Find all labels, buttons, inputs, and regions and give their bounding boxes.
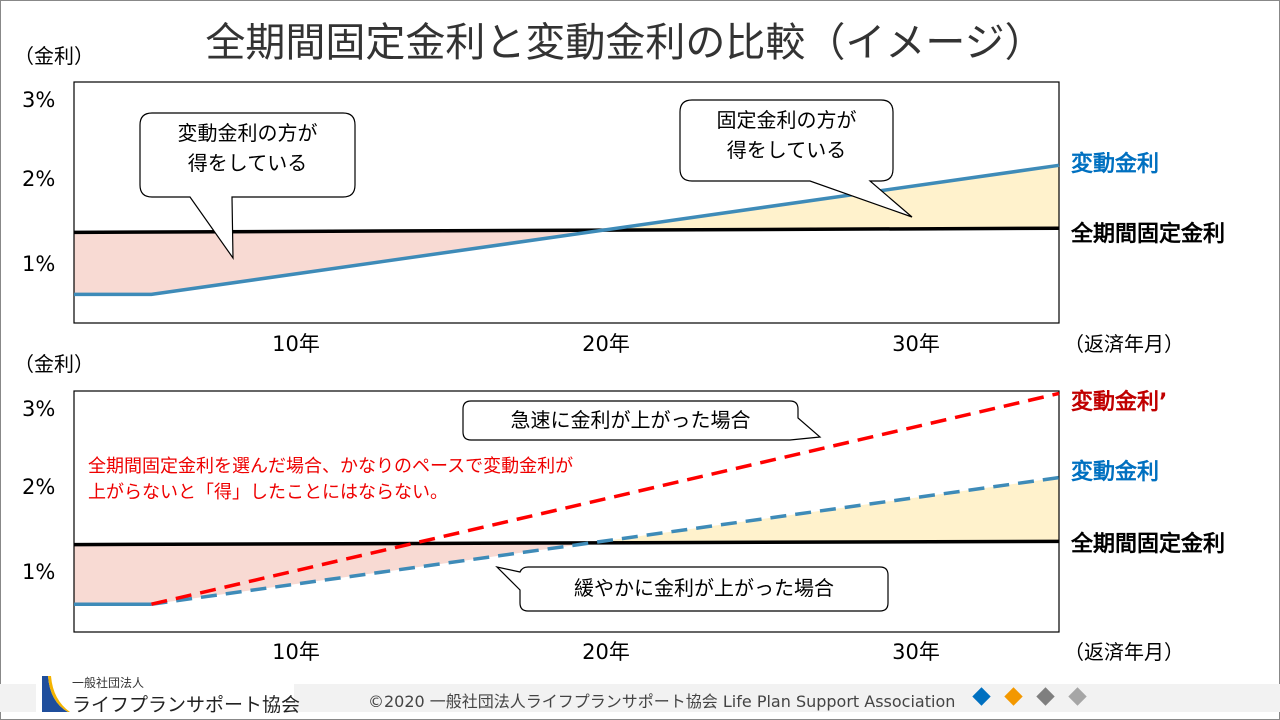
- series-label-fixed: 全期間固定金利: [1071, 532, 1226, 557]
- callout-bubble: [139, 112, 356, 260]
- y-tick: 3%: [22, 88, 56, 112]
- plot-frame: [73, 390, 1060, 633]
- series-line: [73, 539, 1060, 547]
- logo-main-text: ライフプランサポート協会: [72, 694, 301, 716]
- callout-bubble: [462, 400, 822, 441]
- copyright: ©2020 一般社団法人ライフプランサポート協会 Life Plan Suppo…: [368, 692, 956, 711]
- logo-small-text: 一般社団法人: [72, 676, 145, 690]
- slide-title: 全期間固定金利と変動金利の比較（イメージ）: [205, 20, 1045, 66]
- callout-text: 急速に金利が上がった場合: [510, 408, 751, 432]
- y-tick: 1%: [22, 252, 56, 276]
- annotation-note: 全期間固定金利を選んだ場合、かなりのペースで変動金利が 上がらないと「得」したこ…: [88, 454, 573, 506]
- series-line: [151, 391, 1060, 606]
- logo: 一般社団法人 ライフプランサポート協会: [36, 672, 300, 716]
- y-tick: 2%: [22, 475, 56, 499]
- series-label-variable-fast: 変動金利’: [1071, 390, 1168, 415]
- series-label-fixed: 全期間固定金利: [1071, 222, 1226, 247]
- note-line: 上がらないと「得」したことにはならない。: [88, 482, 448, 503]
- y-axis-label: （金利）: [14, 44, 94, 68]
- plot-frame: [73, 81, 1060, 324]
- x-tick: 10年: [272, 640, 320, 664]
- x-tick: 20年: [582, 332, 630, 356]
- x-tick: 20年: [582, 640, 630, 664]
- y-axis-label: （金利）: [14, 352, 94, 376]
- x-tick: 30年: [892, 640, 940, 664]
- callout-shapes: [139, 99, 913, 612]
- callout-bubble: [679, 99, 913, 218]
- series-line: [73, 226, 1060, 235]
- x-axis-label: （返済年月）: [1064, 332, 1184, 356]
- series-line: [74, 163, 1060, 297]
- x-tick: 30年: [892, 332, 940, 356]
- y-tick: 2%: [22, 167, 56, 191]
- callout-text: 緩やかに金利が上がった場合: [574, 576, 834, 600]
- x-axis-label: （返済年月）: [1064, 640, 1184, 664]
- series-label-variable: 変動金利: [1071, 460, 1160, 485]
- y-tick: 1%: [22, 560, 56, 584]
- series-line: [151, 475, 1060, 606]
- x-tick: 10年: [272, 332, 320, 356]
- chart-top: [73, 81, 1060, 324]
- callout-text: 変動金利の方が 得をしている: [177, 121, 318, 175]
- note-line: 全期間固定金利を選んだ場合、かなりのペースで変動金利が: [88, 456, 574, 477]
- variable-gain-area: [74, 542, 592, 605]
- chart-bottom: [73, 390, 1060, 633]
- series-label-variable: 変動金利: [1071, 152, 1160, 177]
- variable-gain-area: [74, 230, 604, 295]
- callout-bubble: [495, 565, 889, 612]
- callout-text: 固定金利の方が 得をしている: [716, 108, 857, 162]
- y-tick: 3%: [22, 397, 56, 421]
- logo-mark-icon: [42, 676, 70, 712]
